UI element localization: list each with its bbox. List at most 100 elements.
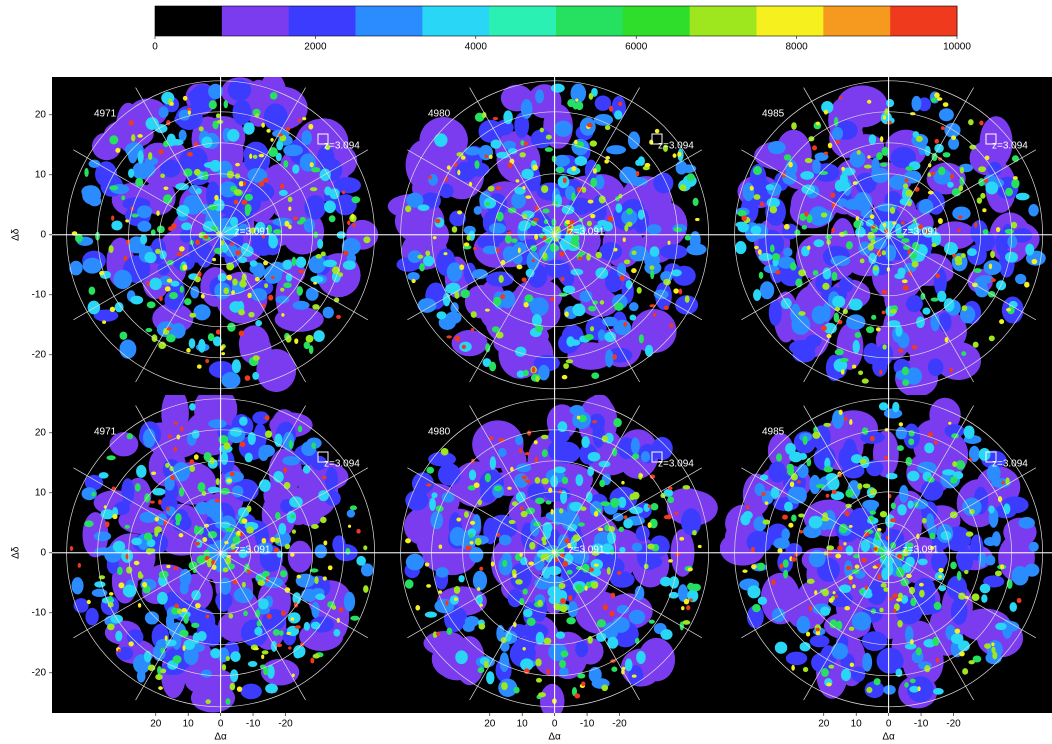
intensity-blob bbox=[957, 640, 970, 652]
intensity-blob bbox=[925, 513, 935, 529]
intensity-blob bbox=[927, 432, 934, 437]
intensity-blob bbox=[351, 196, 361, 204]
intensity-blob bbox=[162, 194, 173, 205]
intensity-blob bbox=[406, 192, 424, 208]
intensity-blob bbox=[231, 290, 236, 295]
intensity-blob bbox=[93, 309, 119, 322]
intensity-blob bbox=[821, 588, 830, 597]
intensity-blob bbox=[988, 263, 993, 270]
intensity-blob bbox=[893, 608, 897, 614]
intensity-blob bbox=[650, 503, 659, 511]
intensity-blob bbox=[236, 686, 243, 692]
intensity-blob bbox=[777, 548, 783, 554]
intensity-blob bbox=[496, 211, 504, 222]
intensity-blob bbox=[201, 490, 207, 496]
intensity-blob bbox=[845, 488, 855, 498]
intensity-blob bbox=[511, 238, 518, 243]
intensity-blob bbox=[752, 604, 761, 613]
intensity-blob bbox=[567, 601, 578, 618]
intensity-blob bbox=[783, 223, 790, 230]
intensity-blob bbox=[562, 285, 576, 294]
intensity-blob bbox=[274, 537, 281, 544]
intensity-blob bbox=[750, 225, 762, 235]
intensity-blob bbox=[630, 437, 640, 455]
intensity-blob bbox=[621, 480, 625, 485]
intensity-blob bbox=[142, 585, 151, 594]
intensity-blob bbox=[1005, 187, 1014, 197]
intensity-blob bbox=[681, 606, 685, 611]
intensity-blob bbox=[832, 591, 836, 595]
intensity-blob bbox=[570, 268, 584, 276]
intensity-blob bbox=[1009, 602, 1017, 612]
intensity-blob bbox=[439, 183, 454, 199]
intensity-blob bbox=[983, 537, 997, 547]
annotation: z=3.094 bbox=[324, 141, 360, 152]
intensity-blob bbox=[746, 530, 773, 554]
intensity-blob bbox=[639, 473, 643, 478]
intensity-blob bbox=[952, 253, 956, 258]
intensity-blob bbox=[909, 685, 920, 693]
intensity-blob bbox=[520, 99, 533, 119]
intensity-blob bbox=[904, 682, 909, 688]
intensity-blob bbox=[459, 264, 465, 271]
intensity-blob bbox=[846, 314, 866, 330]
intensity-blob bbox=[623, 518, 633, 529]
intensity-blob bbox=[854, 332, 862, 338]
intensity-blob bbox=[150, 229, 156, 236]
intensity-blob bbox=[944, 424, 965, 438]
intensity-blob bbox=[802, 435, 808, 446]
intensity-blob bbox=[477, 499, 483, 506]
intensity-blob bbox=[263, 103, 288, 132]
intensity-blob bbox=[487, 185, 495, 192]
intensity-blob bbox=[543, 219, 549, 225]
intensity-blob bbox=[631, 542, 643, 552]
intensity-blob bbox=[783, 247, 793, 257]
intensity-blob bbox=[223, 442, 231, 450]
intensity-blob bbox=[948, 137, 960, 150]
intensity-blob bbox=[243, 122, 255, 135]
intensity-blob bbox=[404, 579, 414, 589]
intensity-blob bbox=[837, 198, 848, 207]
intensity-blob bbox=[535, 677, 542, 683]
intensity-blob bbox=[541, 449, 548, 458]
intensity-blob bbox=[535, 375, 540, 383]
intensity-blob bbox=[196, 364, 202, 369]
intensity-blob bbox=[297, 425, 303, 433]
intensity-blob bbox=[131, 134, 136, 142]
intensity-blob bbox=[592, 168, 597, 174]
intensity-blob bbox=[304, 195, 326, 220]
intensity-blob bbox=[435, 218, 441, 224]
intensity-blob bbox=[893, 603, 900, 611]
intensity-blob bbox=[496, 247, 500, 253]
intensity-blob bbox=[287, 196, 293, 203]
intensity-blob bbox=[250, 288, 268, 302]
intensity-blob bbox=[123, 255, 128, 262]
intensity-blob bbox=[577, 522, 585, 527]
intensity-blob bbox=[607, 636, 619, 649]
intensity-blob bbox=[173, 566, 179, 571]
intensity-blob bbox=[942, 152, 951, 158]
intensity-blob bbox=[822, 282, 830, 290]
intensity-blob bbox=[858, 589, 865, 594]
intensity-blob bbox=[999, 564, 1005, 570]
intensity-blob bbox=[1006, 307, 1012, 312]
intensity-blob bbox=[631, 674, 637, 678]
intensity-blob bbox=[298, 269, 305, 274]
intensity-blob bbox=[593, 224, 603, 233]
intensity-blob bbox=[844, 605, 851, 611]
intensity-blob bbox=[933, 169, 952, 185]
intensity-blob bbox=[356, 555, 366, 566]
intensity-blob bbox=[514, 112, 530, 139]
intensity-blob bbox=[749, 185, 754, 191]
intensity-blob bbox=[435, 567, 449, 578]
intensity-blob bbox=[851, 666, 866, 682]
intensity-blob bbox=[895, 426, 907, 440]
intensity-blob bbox=[932, 687, 944, 695]
intensity-blob bbox=[426, 466, 435, 474]
intensity-blob bbox=[955, 260, 963, 266]
intensity-blob bbox=[169, 101, 174, 106]
intensity-blob bbox=[205, 359, 210, 363]
intensity-blob bbox=[499, 652, 510, 673]
